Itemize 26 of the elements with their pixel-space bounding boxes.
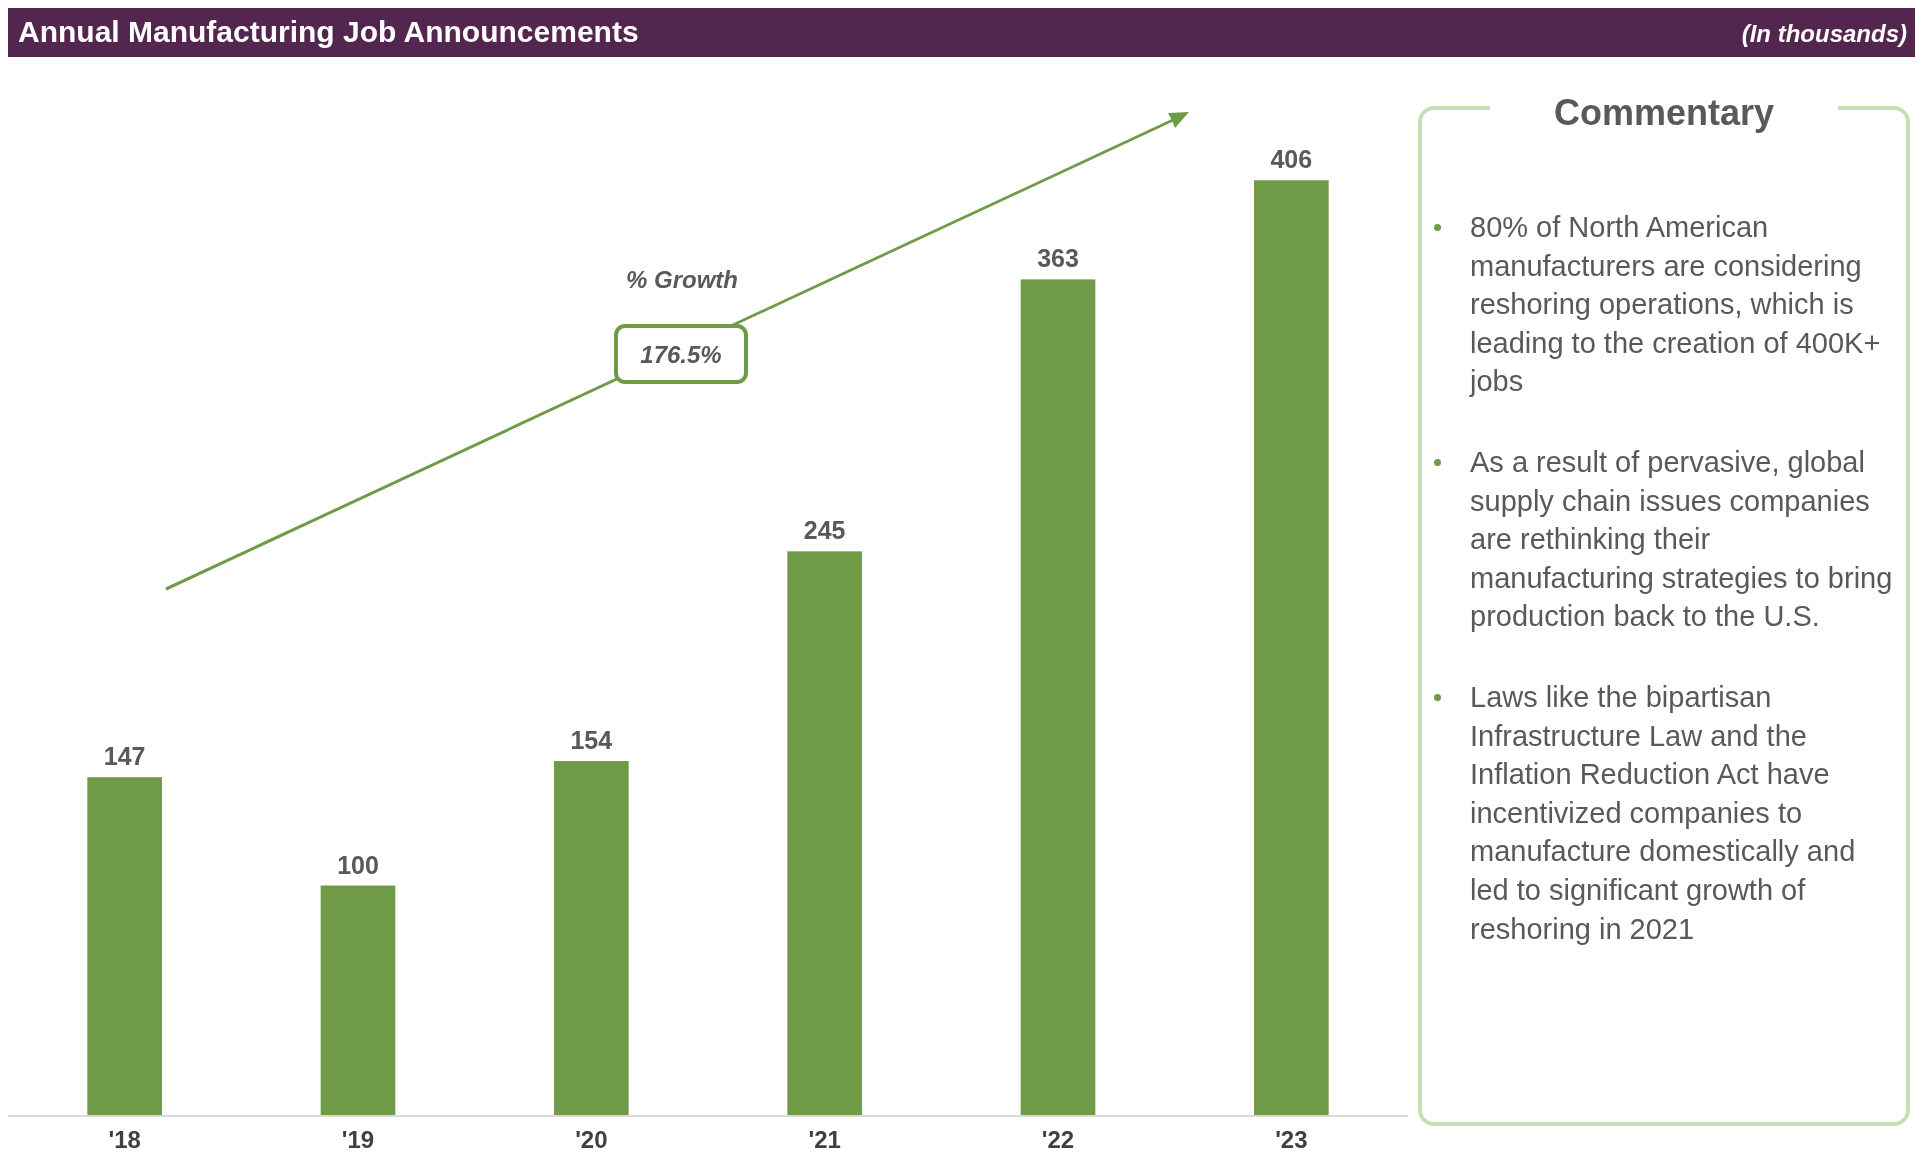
x-tick-label: '21: [808, 1126, 841, 1153]
text: Laws like the bipartisan Infrastructure Law and the Inflation Reduction Act have incentivized companies to manufacture domestically and led to significant growth of reshoring in 2021: [1470, 679, 1857, 947]
data-label: 100: [337, 850, 379, 879]
data-label: 147: [103, 742, 146, 771]
x-tick-label: '23: [1275, 1126, 1308, 1153]
x-tick-label: '18: [108, 1126, 141, 1153]
text: Commentary: [1553, 92, 1775, 133]
bar: [320, 885, 396, 1116]
bar: [554, 761, 629, 1116]
text: (In thousands): [1741, 20, 1907, 47]
bar: [87, 777, 162, 1116]
annotation: % Growth: [626, 266, 738, 293]
x-tick-label: '22: [1041, 1126, 1075, 1153]
annotation: 176.5%: [640, 341, 722, 368]
bar: [1020, 279, 1096, 1116]
x-tick-label: '20: [575, 1126, 608, 1153]
x-tick-label: '19: [341, 1126, 375, 1153]
chart-title: Annual Manufacturing Job Announcements: [18, 15, 639, 48]
text: As a result of pervasive, global supply chain issues companies are rethinking their manufacturing strategies to bring production back to the U.S.: [1470, 444, 1894, 635]
bar: [787, 551, 862, 1116]
text: 80% of North American manufacturers are considering reshoring operations, which is leading to the creation of 400K+ jobs: [1470, 210, 1882, 400]
data-label: 245: [803, 516, 846, 545]
data-label: 406: [1270, 145, 1313, 174]
data-label: 363: [1037, 244, 1079, 273]
bar: [1254, 180, 1329, 1116]
data-label: 154: [570, 726, 613, 755]
